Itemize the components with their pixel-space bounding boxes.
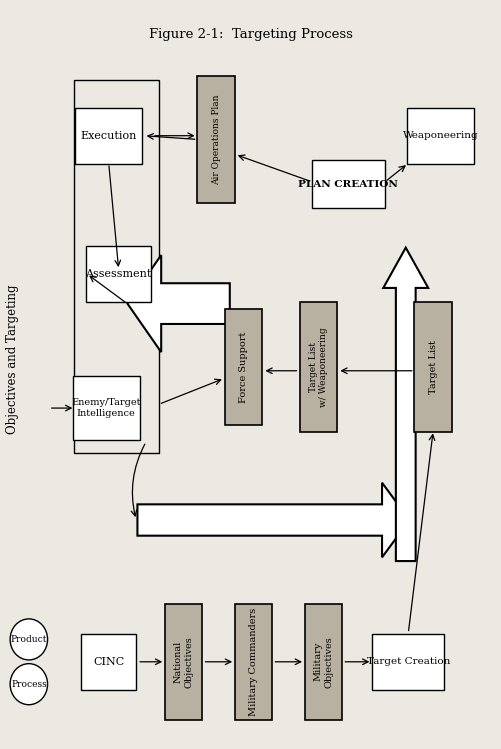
FancyBboxPatch shape xyxy=(75,108,142,164)
FancyBboxPatch shape xyxy=(304,604,341,720)
Text: Product: Product xyxy=(11,635,47,644)
FancyBboxPatch shape xyxy=(86,246,151,302)
Text: CINC: CINC xyxy=(93,657,124,667)
FancyBboxPatch shape xyxy=(197,76,234,203)
Text: Air Operations Plan: Air Operations Plan xyxy=(211,94,220,185)
FancyBboxPatch shape xyxy=(414,302,451,432)
Text: PLAN CREATION: PLAN CREATION xyxy=(298,180,397,189)
Text: National
Objectives: National Objectives xyxy=(173,636,193,688)
Text: Target List: Target List xyxy=(428,340,437,394)
FancyBboxPatch shape xyxy=(72,376,140,440)
Text: Execution: Execution xyxy=(80,131,137,141)
Text: Force Support: Force Support xyxy=(238,331,247,403)
Text: Military Commanders: Military Commanders xyxy=(248,607,258,716)
FancyBboxPatch shape xyxy=(299,302,337,432)
FancyBboxPatch shape xyxy=(234,604,272,720)
Polygon shape xyxy=(127,255,229,352)
FancyBboxPatch shape xyxy=(224,309,262,425)
Text: Enemy/Target
Intelligence: Enemy/Target Intelligence xyxy=(71,398,141,418)
Text: Target Creation: Target Creation xyxy=(366,658,449,667)
FancyBboxPatch shape xyxy=(371,634,443,690)
FancyBboxPatch shape xyxy=(81,634,136,690)
Polygon shape xyxy=(383,248,427,561)
Text: Target List
w/ Weaponeering: Target List w/ Weaponeering xyxy=(308,327,328,407)
Text: Figure 2-1:  Targeting Process: Figure 2-1: Targeting Process xyxy=(149,28,352,40)
Ellipse shape xyxy=(10,664,48,705)
Text: Weaponeering: Weaponeering xyxy=(402,131,477,140)
Text: Process: Process xyxy=(11,679,47,688)
FancyBboxPatch shape xyxy=(406,108,473,164)
Text: Military
Objectives: Military Objectives xyxy=(313,636,333,688)
FancyBboxPatch shape xyxy=(164,604,202,720)
FancyBboxPatch shape xyxy=(312,160,384,208)
Ellipse shape xyxy=(10,619,48,660)
Text: Objectives and Targeting: Objectives and Targeting xyxy=(6,285,19,434)
Text: Assessment: Assessment xyxy=(85,269,152,279)
Polygon shape xyxy=(137,482,409,557)
